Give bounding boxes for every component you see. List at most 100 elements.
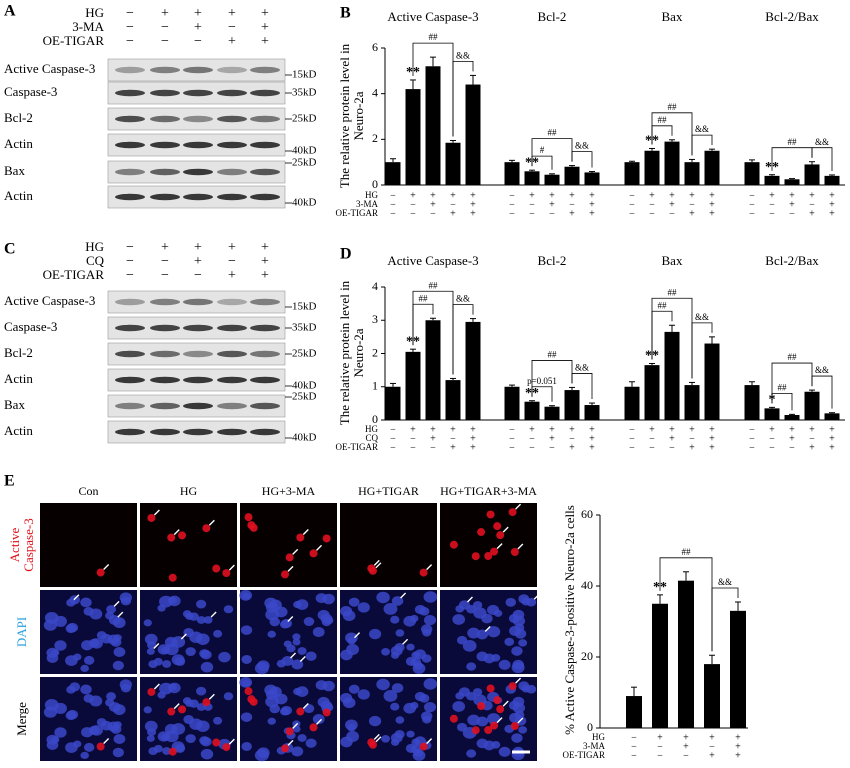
positive-cell xyxy=(285,727,294,736)
nucleus xyxy=(455,692,465,700)
condition-sign: + xyxy=(709,190,715,201)
nucleus xyxy=(406,643,415,651)
nucleus xyxy=(357,689,370,700)
condition-sign: + xyxy=(689,208,695,219)
nucleus xyxy=(147,728,157,737)
arrow xyxy=(299,655,306,662)
y-tick-label: 0 xyxy=(372,177,378,191)
comparison-label: ## xyxy=(788,137,798,147)
comparison-label: && xyxy=(718,577,732,587)
nucleus xyxy=(143,706,152,714)
bar xyxy=(684,162,700,185)
condition-sign: + xyxy=(430,190,436,201)
arrow xyxy=(502,700,509,707)
condition-sign: + xyxy=(569,424,575,435)
bar xyxy=(704,343,720,420)
nucleus xyxy=(264,684,278,696)
condition-sign: + xyxy=(829,442,835,453)
comparison-label: ## xyxy=(658,300,668,310)
nucleus xyxy=(46,740,59,750)
condition-sign: − xyxy=(126,6,134,21)
nucleus xyxy=(391,596,404,606)
condition-sign: + xyxy=(829,433,835,444)
condition-sign: + xyxy=(689,424,695,435)
image-row-label: Active Caspase-3 xyxy=(6,518,36,572)
condition-sign: + xyxy=(161,6,169,21)
y-tick-label: 4 xyxy=(372,279,378,293)
nucleus xyxy=(164,636,178,648)
condition-sign: − xyxy=(509,424,515,435)
nucleus xyxy=(411,651,421,659)
blot-band xyxy=(115,168,145,176)
nucleus xyxy=(381,647,391,656)
positive-cell xyxy=(281,744,290,753)
y-tick-label: 3 xyxy=(372,312,378,326)
nucleus xyxy=(421,654,432,663)
comparison-label: ## xyxy=(668,102,678,112)
condition-sign: + xyxy=(649,424,655,435)
comparison-bracket xyxy=(811,147,833,171)
nucleus xyxy=(46,653,59,663)
nucleus xyxy=(456,635,468,645)
positive-cell xyxy=(449,714,458,723)
nucleus xyxy=(113,704,126,716)
blot-band xyxy=(217,141,247,149)
blot-band xyxy=(183,115,213,123)
image-row-label: Merge xyxy=(13,702,29,736)
nucleus xyxy=(346,644,360,655)
condition-sign: + xyxy=(194,20,202,35)
bar xyxy=(504,386,520,420)
condition-sign: + xyxy=(261,34,269,49)
condition-sign: + xyxy=(430,199,436,210)
nucleus xyxy=(518,594,530,604)
condition-sign: + xyxy=(194,6,202,21)
nucleus xyxy=(368,628,382,640)
positive-cell xyxy=(484,726,493,735)
nucleus xyxy=(346,731,360,742)
arrow xyxy=(302,528,309,535)
positive-cell xyxy=(477,528,486,537)
size-label: 40kD xyxy=(292,432,317,444)
nucleus xyxy=(120,683,132,693)
comparison-bracket xyxy=(452,61,474,137)
blot-band xyxy=(183,350,213,358)
comparison-bracket xyxy=(691,134,713,156)
micrograph xyxy=(140,503,237,587)
nucleus xyxy=(348,684,360,694)
blot-band xyxy=(115,298,145,306)
nucleus xyxy=(315,593,328,604)
bar xyxy=(678,580,694,728)
nucleus xyxy=(106,692,117,701)
nucleus xyxy=(406,730,415,738)
nucleus xyxy=(422,715,432,724)
condition-sign: + xyxy=(569,442,575,453)
positive-cell xyxy=(147,687,156,696)
condition-sign: − xyxy=(390,199,396,210)
nucleus xyxy=(254,749,269,762)
condition-sign: − xyxy=(629,190,635,201)
positive-cell xyxy=(202,698,211,707)
subchart-title: Bcl-2 xyxy=(538,9,567,24)
condition-sign: − xyxy=(228,254,236,269)
condition-sign: + xyxy=(689,442,695,453)
image-column-title: HG+TIGAR+3-MA xyxy=(440,484,537,498)
positive-cell xyxy=(247,695,256,704)
condition-sign: − xyxy=(390,442,396,453)
condition-sign: + xyxy=(589,424,595,435)
condition-sign: − xyxy=(509,199,515,210)
bar xyxy=(644,150,660,185)
comparison-bracket xyxy=(452,304,474,375)
bar xyxy=(504,162,520,185)
nucleus xyxy=(410,657,422,667)
bar xyxy=(684,385,700,420)
blot-row-label: Actin xyxy=(4,371,33,386)
nucleus xyxy=(462,640,477,652)
condition-sign: − xyxy=(629,442,635,453)
blot-row-label: Active Caspase-3 xyxy=(4,61,95,76)
condition-label: OE-TIGAR xyxy=(43,267,105,282)
image-column-title: HG+TIGAR xyxy=(358,484,419,498)
positive-cell xyxy=(212,564,221,573)
condition-sign: + xyxy=(228,6,236,21)
nucleus xyxy=(323,616,334,625)
positive-cell xyxy=(296,533,305,542)
